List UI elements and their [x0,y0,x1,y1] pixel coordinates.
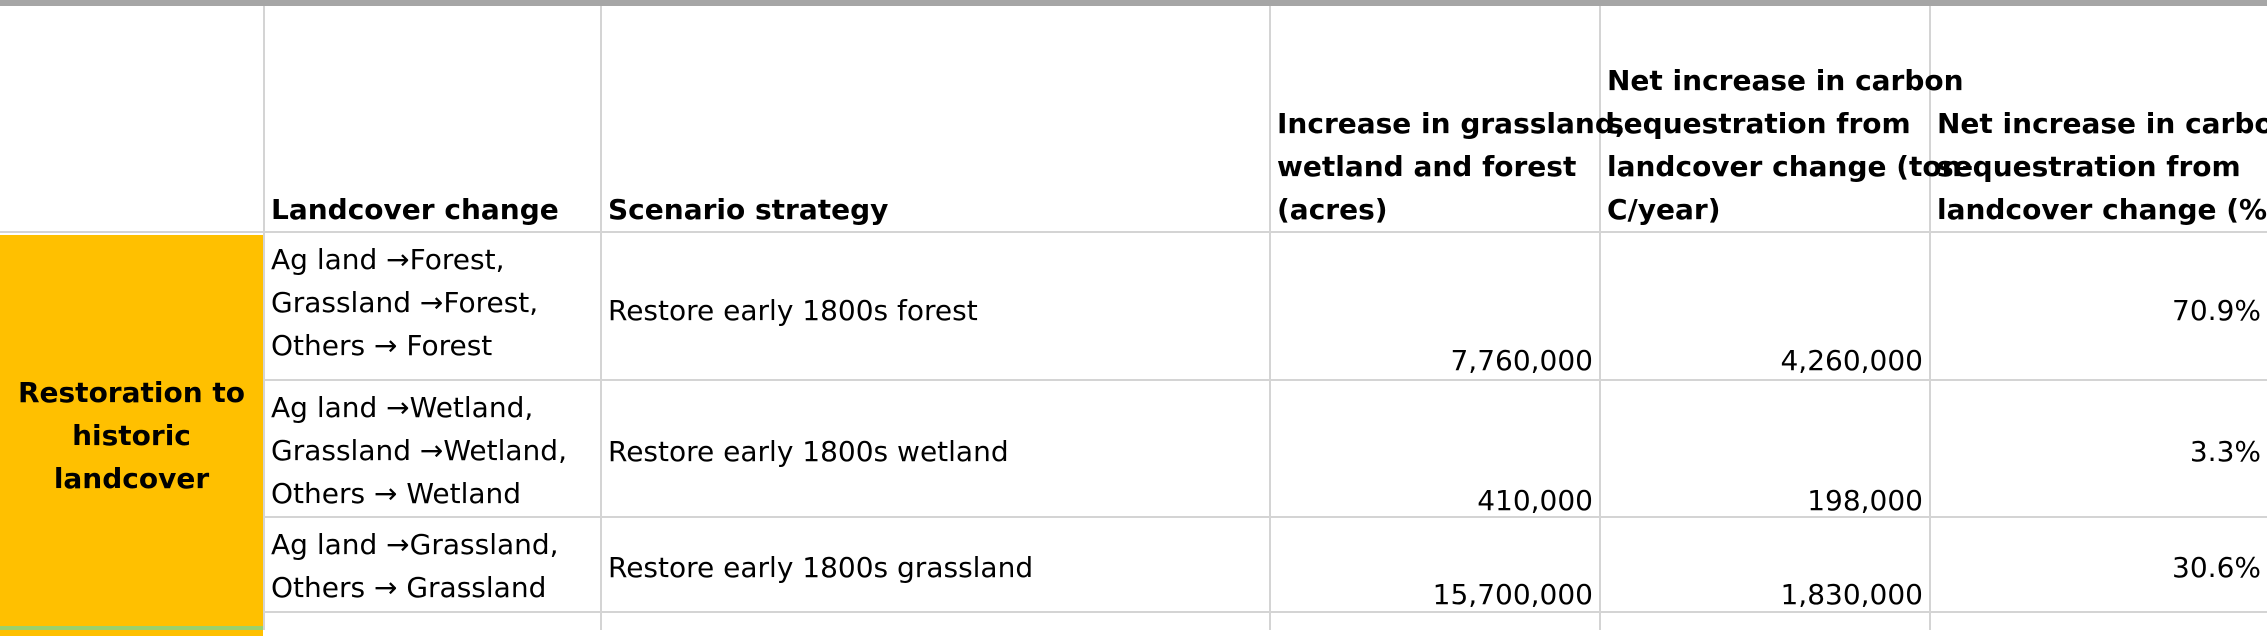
cell-value: 15,700,000 [1432,578,1593,611]
cell-landcover-wetland[interactable]: Ag land →Wetland, Grassland →Wetland, Ot… [265,386,600,515]
cell-pct-wetland[interactable]: 3.3% [1931,430,2267,473]
column-divider [263,6,265,630]
header-net-increase-pct[interactable]: Net increase in carbon sequestration fro… [1931,6,2267,231]
row-divider [263,611,2267,613]
cell-text: Restore early 1800s wetland [608,435,1009,468]
cell-value: 4,260,000 [1780,344,1923,377]
column-divider [1269,6,1271,630]
cell-value: 3.3% [2189,435,2261,468]
cell-line: Grassland →Forest, [271,286,539,319]
cell-line: Grassland →Wetland, [271,434,567,467]
cell-landcover-forest[interactable]: Ag land →Forest, Grassland →Forest, Othe… [265,238,600,367]
cell-value: 410,000 [1477,484,1593,517]
header-label-line: Net increase in carbon [1937,107,2267,140]
row-divider [263,379,2267,381]
header-label-line: sequestration from [1937,150,2241,183]
cell-value: 70.9% [2172,294,2261,327]
group-label-line: historic landcover [53,419,210,495]
cell-strategy-wetland[interactable]: Restore early 1800s wetland [602,430,1269,473]
cell-acres-forest[interactable]: 7,760,000 [1271,339,1599,382]
header-label-line: landcover change (%) [1937,193,2267,226]
cell-line: Others → Forest [271,329,493,362]
header-scenario-strategy[interactable]: Scenario strategy [602,6,1269,231]
group-cell-restoration[interactable]: Restoration to historic landcover [0,235,263,636]
header-increase-acres[interactable]: Increase in grassland, wetland and fores… [1271,6,1626,231]
cell-value: 7,760,000 [1450,344,1593,377]
cell-value: 30.6% [2172,551,2261,584]
header-net-increase-tonc[interactable]: Net increase in carbon sequestration fro… [1601,6,1974,231]
header-label-line: C/year) [1607,193,1721,226]
header-label-line: Increase in grassland, [1277,107,1626,140]
header-label: Landcover change [271,193,559,226]
cell-strategy-forest[interactable]: Restore early 1800s forest [602,289,1269,332]
header-label-line: sequestration from [1607,107,1911,140]
header-landcover-change[interactable]: Landcover change [265,6,600,231]
column-divider [600,6,602,630]
column-divider [1929,6,1931,630]
cell-tonc-grassland[interactable]: 1,830,000 [1601,573,1929,616]
row-divider [0,231,2267,233]
cell-edge [0,626,263,630]
header-label-line: landcover change (ton- [1607,150,1974,183]
cell-tonc-wetland[interactable]: 198,000 [1601,479,1929,522]
cell-acres-grassland[interactable]: 15,700,000 [1271,573,1599,616]
cell-value: 1,830,000 [1780,578,1923,611]
header-label-line: Net increase in carbon [1607,64,1964,97]
cell-line: Others → Grassland [271,571,547,604]
header-label: Scenario strategy [608,193,889,226]
group-label-line: Restoration to [17,376,246,409]
cell-line: Ag land →Grassland, [271,528,559,561]
cell-tonc-forest[interactable]: 4,260,000 [1601,339,1929,382]
cell-text: Restore early 1800s forest [608,294,978,327]
column-divider [1599,6,1601,630]
cell-pct-grassland[interactable]: 30.6% [1931,546,2267,589]
row-divider [263,516,2267,518]
cell-pct-forest[interactable]: 70.9% [1931,289,2267,332]
cell-landcover-grassland[interactable]: Ag land →Grassland, Others → Grassland [265,523,600,609]
cell-strategy-grassland[interactable]: Restore early 1800s grassland [602,546,1269,589]
cell-value: 198,000 [1807,484,1923,517]
header-label-line: wetland and forest [1277,150,1577,183]
cell-text: Restore early 1800s grassland [608,551,1034,584]
cell-acres-wetland[interactable]: 410,000 [1271,479,1599,522]
header-label-line: (acres) [1277,193,1388,226]
cell-line: Others → Wetland [271,477,522,510]
cell-line: Ag land →Wetland, [271,391,534,424]
cell-line: Ag land →Forest, [271,243,505,276]
